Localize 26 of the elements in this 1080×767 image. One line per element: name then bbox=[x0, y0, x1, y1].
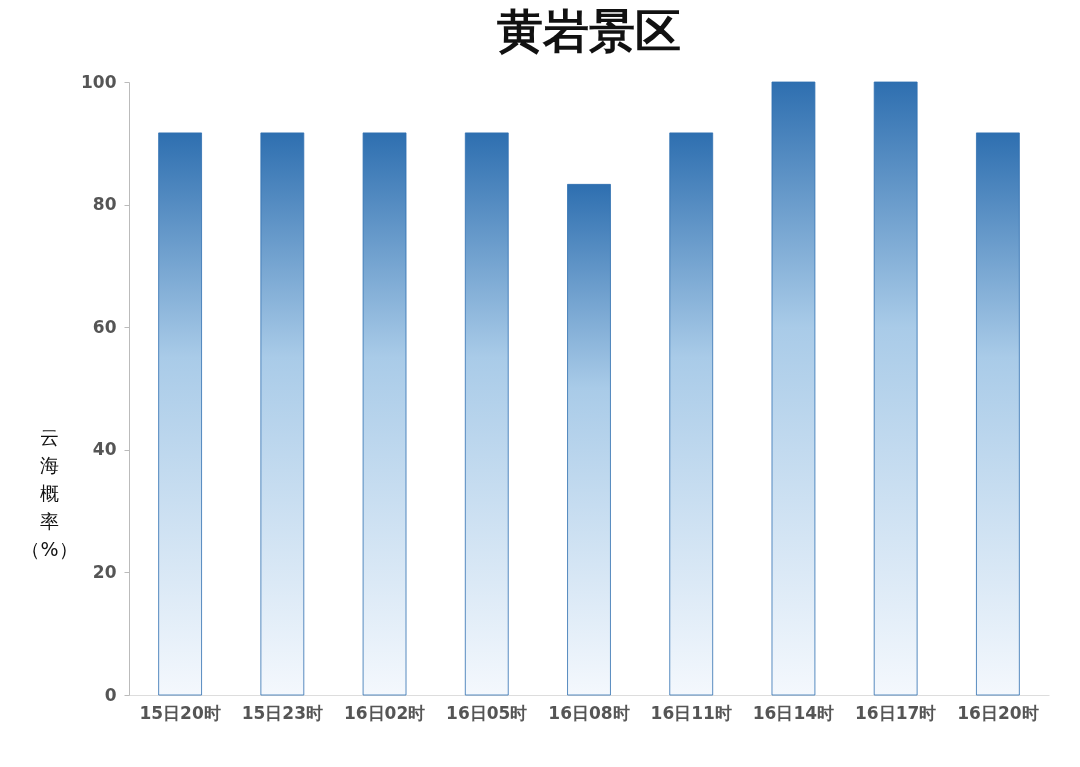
x-tick-label: 16日05时 bbox=[446, 702, 528, 723]
bar bbox=[873, 81, 918, 696]
bar bbox=[771, 81, 816, 696]
x-tick-label: 15日23时 bbox=[241, 702, 323, 723]
x-tick-label: 16日14时 bbox=[752, 702, 835, 723]
bar bbox=[362, 132, 407, 696]
x-tick-label: 16日11时 bbox=[650, 702, 732, 723]
bar bbox=[567, 183, 611, 696]
chart-title: 黄岩景区 bbox=[497, 4, 681, 58]
y-tick-label: 40 bbox=[92, 439, 117, 460]
bar bbox=[669, 132, 714, 696]
y-axis-title: 云海概率（%） bbox=[21, 426, 78, 561]
y-tick-label: 60 bbox=[92, 316, 117, 337]
x-tick-label: 16日20时 bbox=[957, 702, 1039, 723]
x-tick-label: 16日17时 bbox=[855, 702, 937, 723]
bar bbox=[464, 132, 509, 696]
y-tick-label: 20 bbox=[92, 561, 117, 582]
y-tick-label: 80 bbox=[92, 194, 117, 215]
x-tick-label: 16日08时 bbox=[548, 702, 630, 723]
y-tick-label: 100 bbox=[81, 71, 117, 92]
bar bbox=[158, 132, 202, 696]
y-tick-label: 0 bbox=[104, 684, 117, 705]
bar bbox=[976, 132, 1020, 696]
x-tick-label: 16日02时 bbox=[343, 702, 426, 723]
x-tick-label: 15日20时 bbox=[139, 702, 221, 723]
bar bbox=[260, 132, 305, 696]
